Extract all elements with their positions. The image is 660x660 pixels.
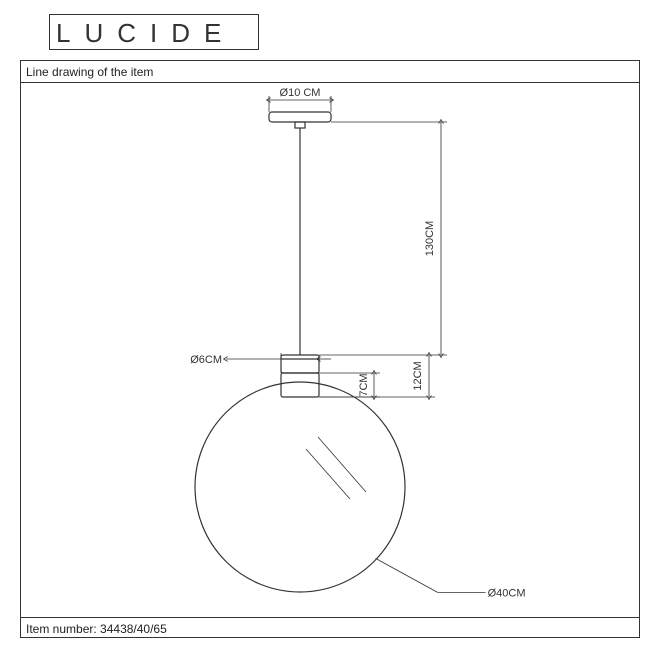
item-number-line: Item number: 34438/40/65 [26, 622, 167, 636]
page: LUCIDE Line drawing of the item Item num… [20, 10, 640, 650]
svg-text:12CM: 12CM [412, 361, 424, 390]
svg-text:Ø6CM: Ø6CM [190, 354, 222, 366]
item-number-value: 34438/40/65 [100, 622, 167, 636]
item-rule [20, 617, 640, 618]
svg-text:7CM: 7CM [358, 373, 370, 396]
drawing-caption: Line drawing of the item [26, 65, 153, 79]
item-number-label: Item number: [26, 622, 97, 636]
svg-text:130CM: 130CM [424, 221, 436, 256]
technical-drawing: Ø10 CM 130CM 12CM 7CM Ø6CM Ø40CM [20, 82, 640, 617]
svg-text:Ø10 CM: Ø10 CM [280, 87, 321, 99]
svg-text:Ø40CM: Ø40CM [488, 587, 526, 599]
brand-logo: LUCIDE [56, 18, 235, 49]
